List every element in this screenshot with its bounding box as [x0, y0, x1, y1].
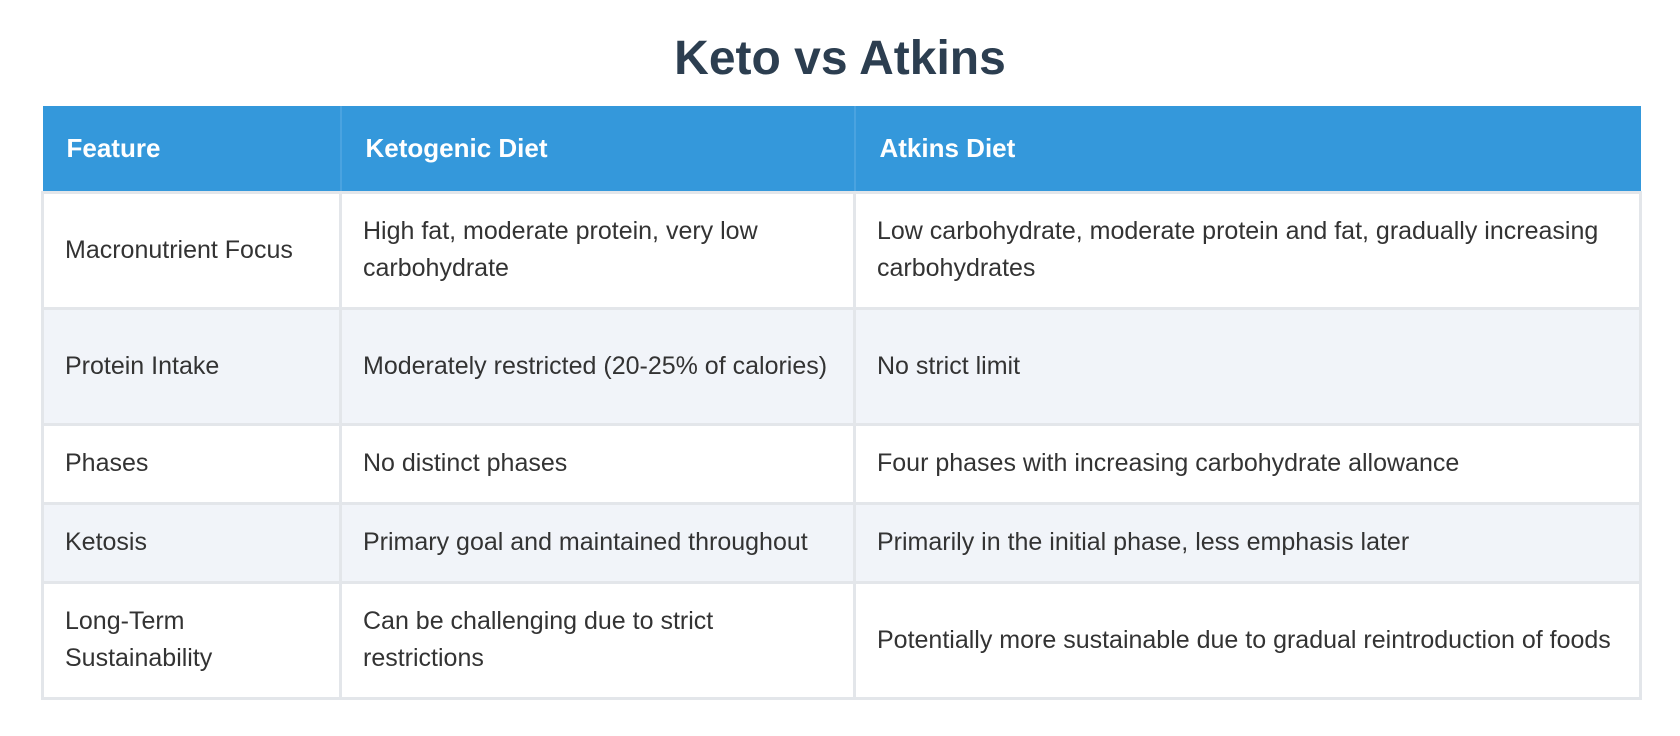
table-row: Protein Intake Moderately restricted (20…: [41, 306, 1642, 426]
table-body: Macronutrient Focus High fat, moderate p…: [41, 190, 1642, 700]
feature-cell: Macronutrient Focus: [41, 190, 342, 310]
atkins-cell: Low carbohydrate, moderate protein and f…: [853, 190, 1642, 310]
feature-cell: Phases: [41, 422, 342, 505]
ketogenic-cell: High fat, moderate protein, very low car…: [339, 190, 856, 310]
feature-cell: Ketosis: [41, 501, 342, 584]
header-atkins-diet: Atkins Diet: [854, 106, 1641, 194]
atkins-cell: Potentially more sustainable due to grad…: [853, 580, 1642, 700]
comparison-table: Feature Ketogenic Diet Atkins Diet Macro…: [41, 106, 1642, 700]
feature-cell: Protein Intake: [41, 306, 342, 426]
comparison-table-container: Feature Ketogenic Diet Atkins Diet Macro…: [41, 106, 1642, 700]
ketogenic-cell: Moderately restricted (20-25% of calorie…: [339, 306, 856, 426]
table-row: Phases No distinct phases Four phases wi…: [41, 422, 1642, 505]
atkins-cell: Primarily in the initial phase, less emp…: [853, 501, 1642, 584]
ketogenic-cell: No distinct phases: [339, 422, 856, 505]
feature-cell: Long-Term Sustainability: [41, 580, 342, 700]
atkins-cell: Four phases with increasing carbohydrate…: [853, 422, 1642, 505]
table-row: Long-Term Sustainability Can be challeng…: [41, 580, 1642, 700]
header-ketogenic-diet: Ketogenic Diet: [340, 106, 856, 194]
ketogenic-cell: Primary goal and maintained throughout: [339, 501, 856, 584]
header-row: Feature Ketogenic Diet Atkins Diet: [42, 106, 1641, 194]
table-row: Macronutrient Focus High fat, moderate p…: [41, 190, 1642, 310]
header-feature: Feature: [42, 106, 342, 194]
table-header: Feature Ketogenic Diet Atkins Diet: [42, 106, 1641, 194]
ketogenic-cell: Can be challenging due to strict restric…: [339, 580, 856, 700]
table-row: Ketosis Primary goal and maintained thro…: [41, 501, 1642, 584]
atkins-cell: No strict limit: [853, 306, 1642, 426]
page-title: Keto vs Atkins: [674, 32, 1006, 85]
